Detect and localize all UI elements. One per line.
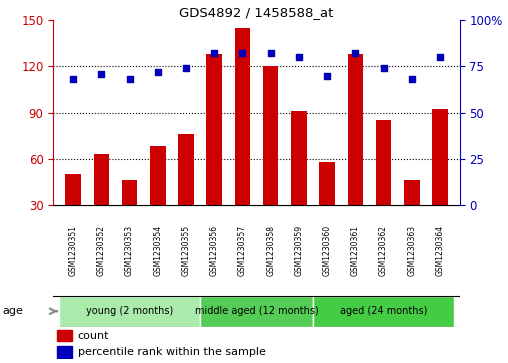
Text: GSM1230358: GSM1230358: [266, 225, 275, 276]
Bar: [57, 330, 72, 341]
Bar: [291, 111, 307, 251]
Bar: [347, 54, 363, 251]
Point: [379, 65, 388, 71]
Bar: [376, 120, 391, 251]
Text: young (2 months): young (2 months): [86, 306, 173, 316]
Point: [436, 54, 444, 60]
Text: GSM1230355: GSM1230355: [181, 225, 190, 276]
Text: count: count: [78, 331, 109, 341]
Bar: [122, 180, 137, 251]
Text: middle aged (12 months): middle aged (12 months): [195, 306, 319, 316]
Text: GSM1230364: GSM1230364: [435, 225, 444, 276]
Bar: [313, 296, 454, 327]
Text: GSM1230354: GSM1230354: [153, 225, 162, 276]
Text: GSM1230352: GSM1230352: [97, 225, 106, 276]
Bar: [404, 180, 420, 251]
Text: GSM1230356: GSM1230356: [210, 225, 219, 276]
Point: [351, 50, 359, 56]
Point: [97, 71, 105, 77]
Bar: [263, 66, 278, 251]
Text: GSM1230353: GSM1230353: [125, 225, 134, 276]
Text: aged (24 months): aged (24 months): [340, 306, 427, 316]
Point: [125, 76, 134, 82]
Point: [69, 76, 77, 82]
Text: GSM1230362: GSM1230362: [379, 225, 388, 276]
Point: [154, 69, 162, 75]
Point: [182, 65, 190, 71]
Bar: [206, 54, 222, 251]
Bar: [200, 296, 313, 327]
Point: [295, 54, 303, 60]
Point: [210, 50, 218, 56]
Point: [408, 76, 416, 82]
Point: [267, 50, 275, 56]
Bar: [93, 154, 109, 251]
Bar: [150, 146, 166, 251]
Bar: [320, 162, 335, 251]
Text: GSM1230359: GSM1230359: [294, 225, 303, 276]
Bar: [432, 109, 448, 251]
Text: GSM1230363: GSM1230363: [407, 225, 416, 276]
Bar: [66, 174, 81, 251]
Bar: [178, 134, 194, 251]
Bar: [59, 296, 200, 327]
Text: percentile rank within the sample: percentile rank within the sample: [78, 347, 266, 357]
Text: age: age: [3, 306, 23, 316]
Text: GSM1230360: GSM1230360: [323, 225, 332, 276]
Bar: [235, 28, 250, 251]
Text: GSM1230351: GSM1230351: [69, 225, 78, 276]
Text: GSM1230357: GSM1230357: [238, 225, 247, 276]
Point: [238, 50, 246, 56]
Text: GSM1230361: GSM1230361: [351, 225, 360, 276]
Bar: [57, 346, 72, 358]
Point: [323, 73, 331, 78]
Title: GDS4892 / 1458588_at: GDS4892 / 1458588_at: [179, 6, 334, 19]
